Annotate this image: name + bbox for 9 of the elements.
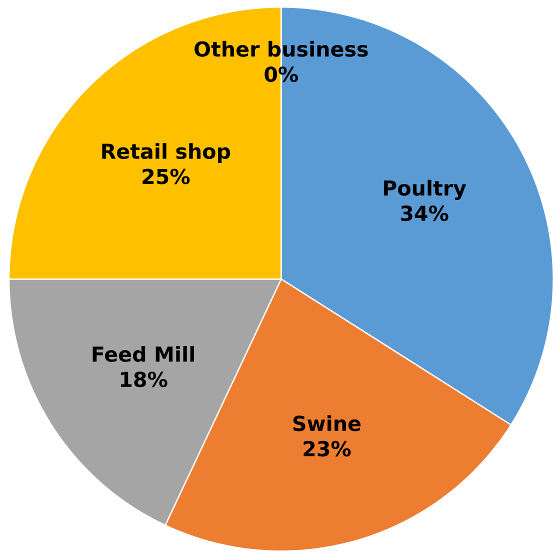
slice-label: Retail shop (102, 142, 230, 163)
text: 0% (264, 66, 298, 82)
slice-label: Swine (293, 415, 361, 432)
data-label: 25% (142, 168, 190, 184)
data-label: 34% (400, 205, 448, 221)
slice-label: Feed Mill (92, 346, 194, 362)
slice-label: Poultry (384, 180, 466, 200)
data-label: 23% (304, 440, 351, 456)
data-label: 18% (120, 371, 168, 388)
